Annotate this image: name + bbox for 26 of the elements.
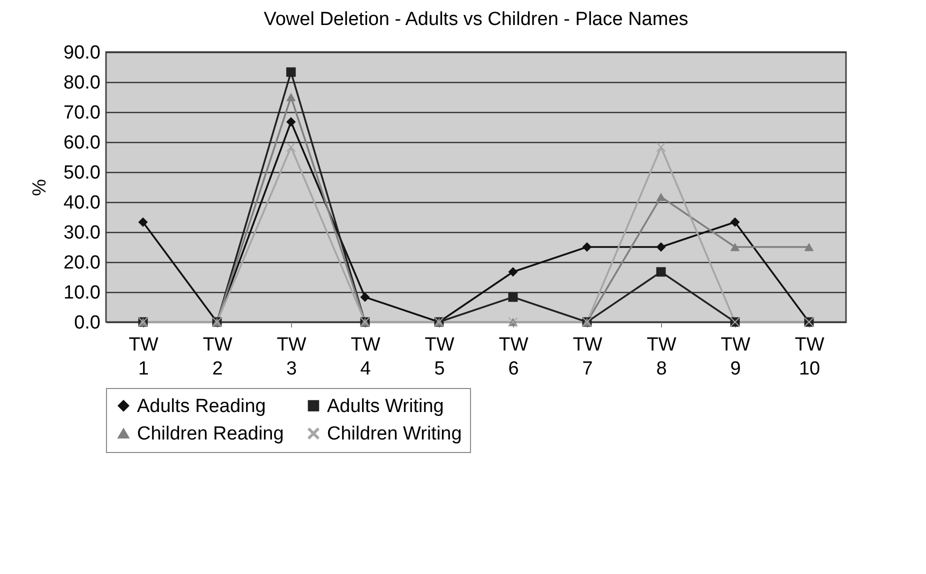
chart-title: Vowel Deletion - Adults vs Children - Place Names [264,9,688,30]
y-tick-label: 70.0 [64,102,100,124]
x-tick-label: TW 5 [424,334,454,380]
legend-label: Adults Writing [327,396,444,417]
y-tick-label: 10.0 [64,282,100,304]
y-tick-label: 50.0 [64,162,100,184]
y-tick-label: 30.0 [64,222,100,244]
x-tick-label: TW 4 [350,334,380,380]
legend-label: Children Writing [327,424,462,444]
y-tick-label: 0.0 [74,312,100,334]
x-tick-label: TW 10 [794,334,824,380]
x-tick-label: TW 7 [572,334,602,380]
legend-label: Adults Reading [137,396,266,417]
y-tick-label: 60.0 [64,132,100,154]
x-tick-label: TW 1 [128,334,158,380]
x-tick-label: TW 3 [276,334,306,380]
x-tick-label: TW 2 [202,334,232,380]
x-tick-label: TW 9 [720,334,750,380]
y-axis-title: % [30,178,51,196]
y-tick-label: 20.0 [64,252,100,274]
y-tick-label: 90.0 [64,42,100,64]
legend-label: Children Reading [137,424,284,444]
x-tick-label: TW 6 [498,334,528,380]
y-tick-label: 40.0 [64,192,100,214]
x-tick-label: TW 8 [646,334,676,380]
y-tick-label: 80.0 [64,72,100,94]
